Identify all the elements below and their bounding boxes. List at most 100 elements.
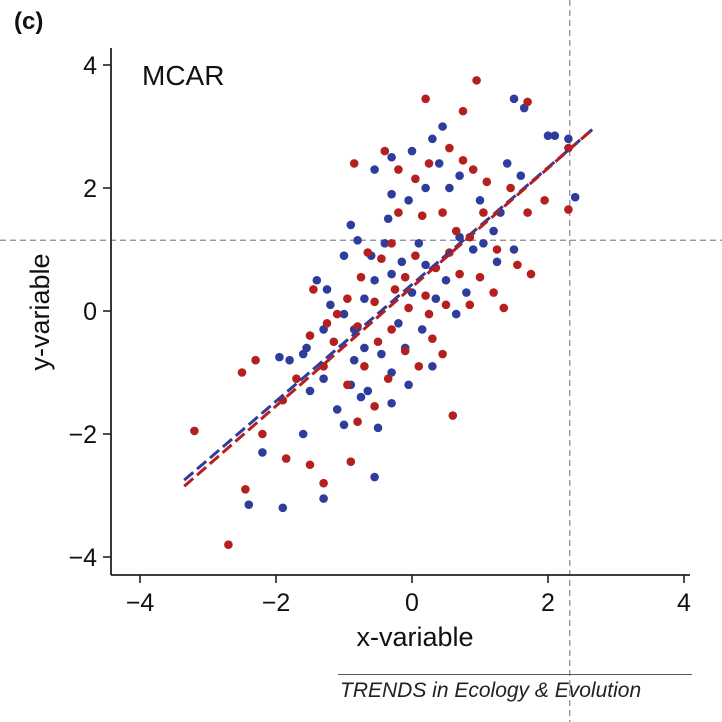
fit-lines — [183, 128, 594, 488]
blue-point — [356, 392, 366, 402]
red-point — [458, 156, 468, 165]
red-point — [441, 300, 451, 310]
red-point — [343, 380, 352, 390]
red-point — [400, 346, 410, 356]
blue-point — [326, 300, 335, 310]
red-point — [370, 297, 379, 307]
blue-point — [394, 319, 403, 328]
blue-point — [319, 374, 328, 383]
red-point — [400, 272, 410, 282]
red-point — [373, 337, 383, 347]
blue-point — [438, 122, 447, 131]
blue-point — [489, 226, 498, 236]
blue-point — [543, 131, 553, 141]
blue-point — [451, 309, 461, 319]
blue-point — [377, 349, 386, 359]
blue-point — [397, 257, 407, 267]
red-point — [390, 285, 400, 294]
red-point — [349, 159, 359, 168]
red-point — [404, 303, 413, 313]
red-point — [360, 362, 369, 371]
red-point — [394, 208, 403, 217]
blue-point — [428, 134, 437, 144]
red-point — [224, 540, 233, 549]
red-point — [438, 349, 447, 359]
red-point — [363, 248, 373, 257]
blue-point — [360, 294, 369, 304]
blue-point — [431, 294, 441, 304]
red-point — [411, 251, 420, 260]
blue-point — [492, 257, 502, 267]
red-point — [309, 285, 318, 294]
blue-point — [258, 448, 267, 457]
blue-point — [468, 245, 478, 254]
red-point — [445, 143, 454, 153]
red-point — [190, 426, 199, 436]
y-tick-label: 0 — [83, 298, 97, 326]
blue-point — [417, 325, 427, 334]
red-point — [305, 460, 315, 470]
blue-point — [380, 239, 390, 248]
blue-point — [360, 343, 369, 353]
red-point — [305, 331, 315, 340]
red-point — [492, 245, 502, 254]
red-point — [424, 159, 434, 168]
red-point — [448, 411, 458, 420]
y-tick-label: −2 — [68, 421, 97, 449]
blue-point — [339, 420, 349, 430]
blue-point — [509, 94, 519, 104]
blue-point — [353, 235, 362, 245]
blue-point — [462, 288, 471, 297]
blue-point — [370, 472, 379, 482]
blue-point — [349, 355, 359, 365]
blue-point — [285, 355, 294, 365]
x-tick-label: −2 — [262, 589, 291, 617]
red-point — [455, 269, 464, 279]
red-point — [380, 146, 390, 156]
red-point — [292, 374, 301, 383]
x-axis-label: x-variable — [356, 622, 473, 652]
red-point — [377, 254, 386, 264]
x-tick-label: −4 — [126, 589, 155, 617]
x-tick-label: 0 — [405, 589, 419, 617]
red-point — [417, 211, 427, 220]
blue-point — [383, 214, 393, 224]
blue-point — [421, 183, 430, 193]
red-point — [346, 457, 356, 466]
blue-point — [373, 423, 383, 433]
red-point — [513, 260, 522, 270]
blue-point — [407, 146, 417, 156]
blue-point — [319, 494, 328, 503]
blue-point — [404, 196, 413, 205]
red-point — [479, 208, 488, 217]
red-point — [343, 294, 352, 304]
red-point — [465, 300, 475, 310]
y-tick-label: −4 — [68, 544, 97, 572]
footer-rule — [338, 674, 692, 675]
blue-point — [509, 245, 519, 254]
y-tick-label: 2 — [83, 175, 97, 203]
red-point — [411, 174, 420, 184]
red-point — [540, 196, 549, 205]
blue-point — [298, 429, 308, 439]
red-point — [387, 239, 396, 248]
red-point — [475, 272, 485, 282]
blue-point — [387, 189, 396, 199]
red-point — [428, 334, 437, 343]
red-point — [356, 272, 366, 282]
red-point — [564, 205, 573, 214]
blue-point — [421, 260, 430, 270]
red-point — [394, 165, 403, 174]
red-fit-line — [183, 128, 594, 488]
blue-point — [339, 251, 349, 260]
red-point — [332, 309, 342, 319]
red-point — [506, 183, 515, 193]
red-point — [468, 165, 478, 174]
blue-point — [387, 398, 396, 408]
blue-point — [434, 159, 444, 168]
blue-point — [275, 352, 284, 362]
red-point — [251, 355, 260, 365]
red-point — [523, 208, 532, 217]
red-point — [353, 417, 362, 427]
red-point — [322, 319, 332, 328]
